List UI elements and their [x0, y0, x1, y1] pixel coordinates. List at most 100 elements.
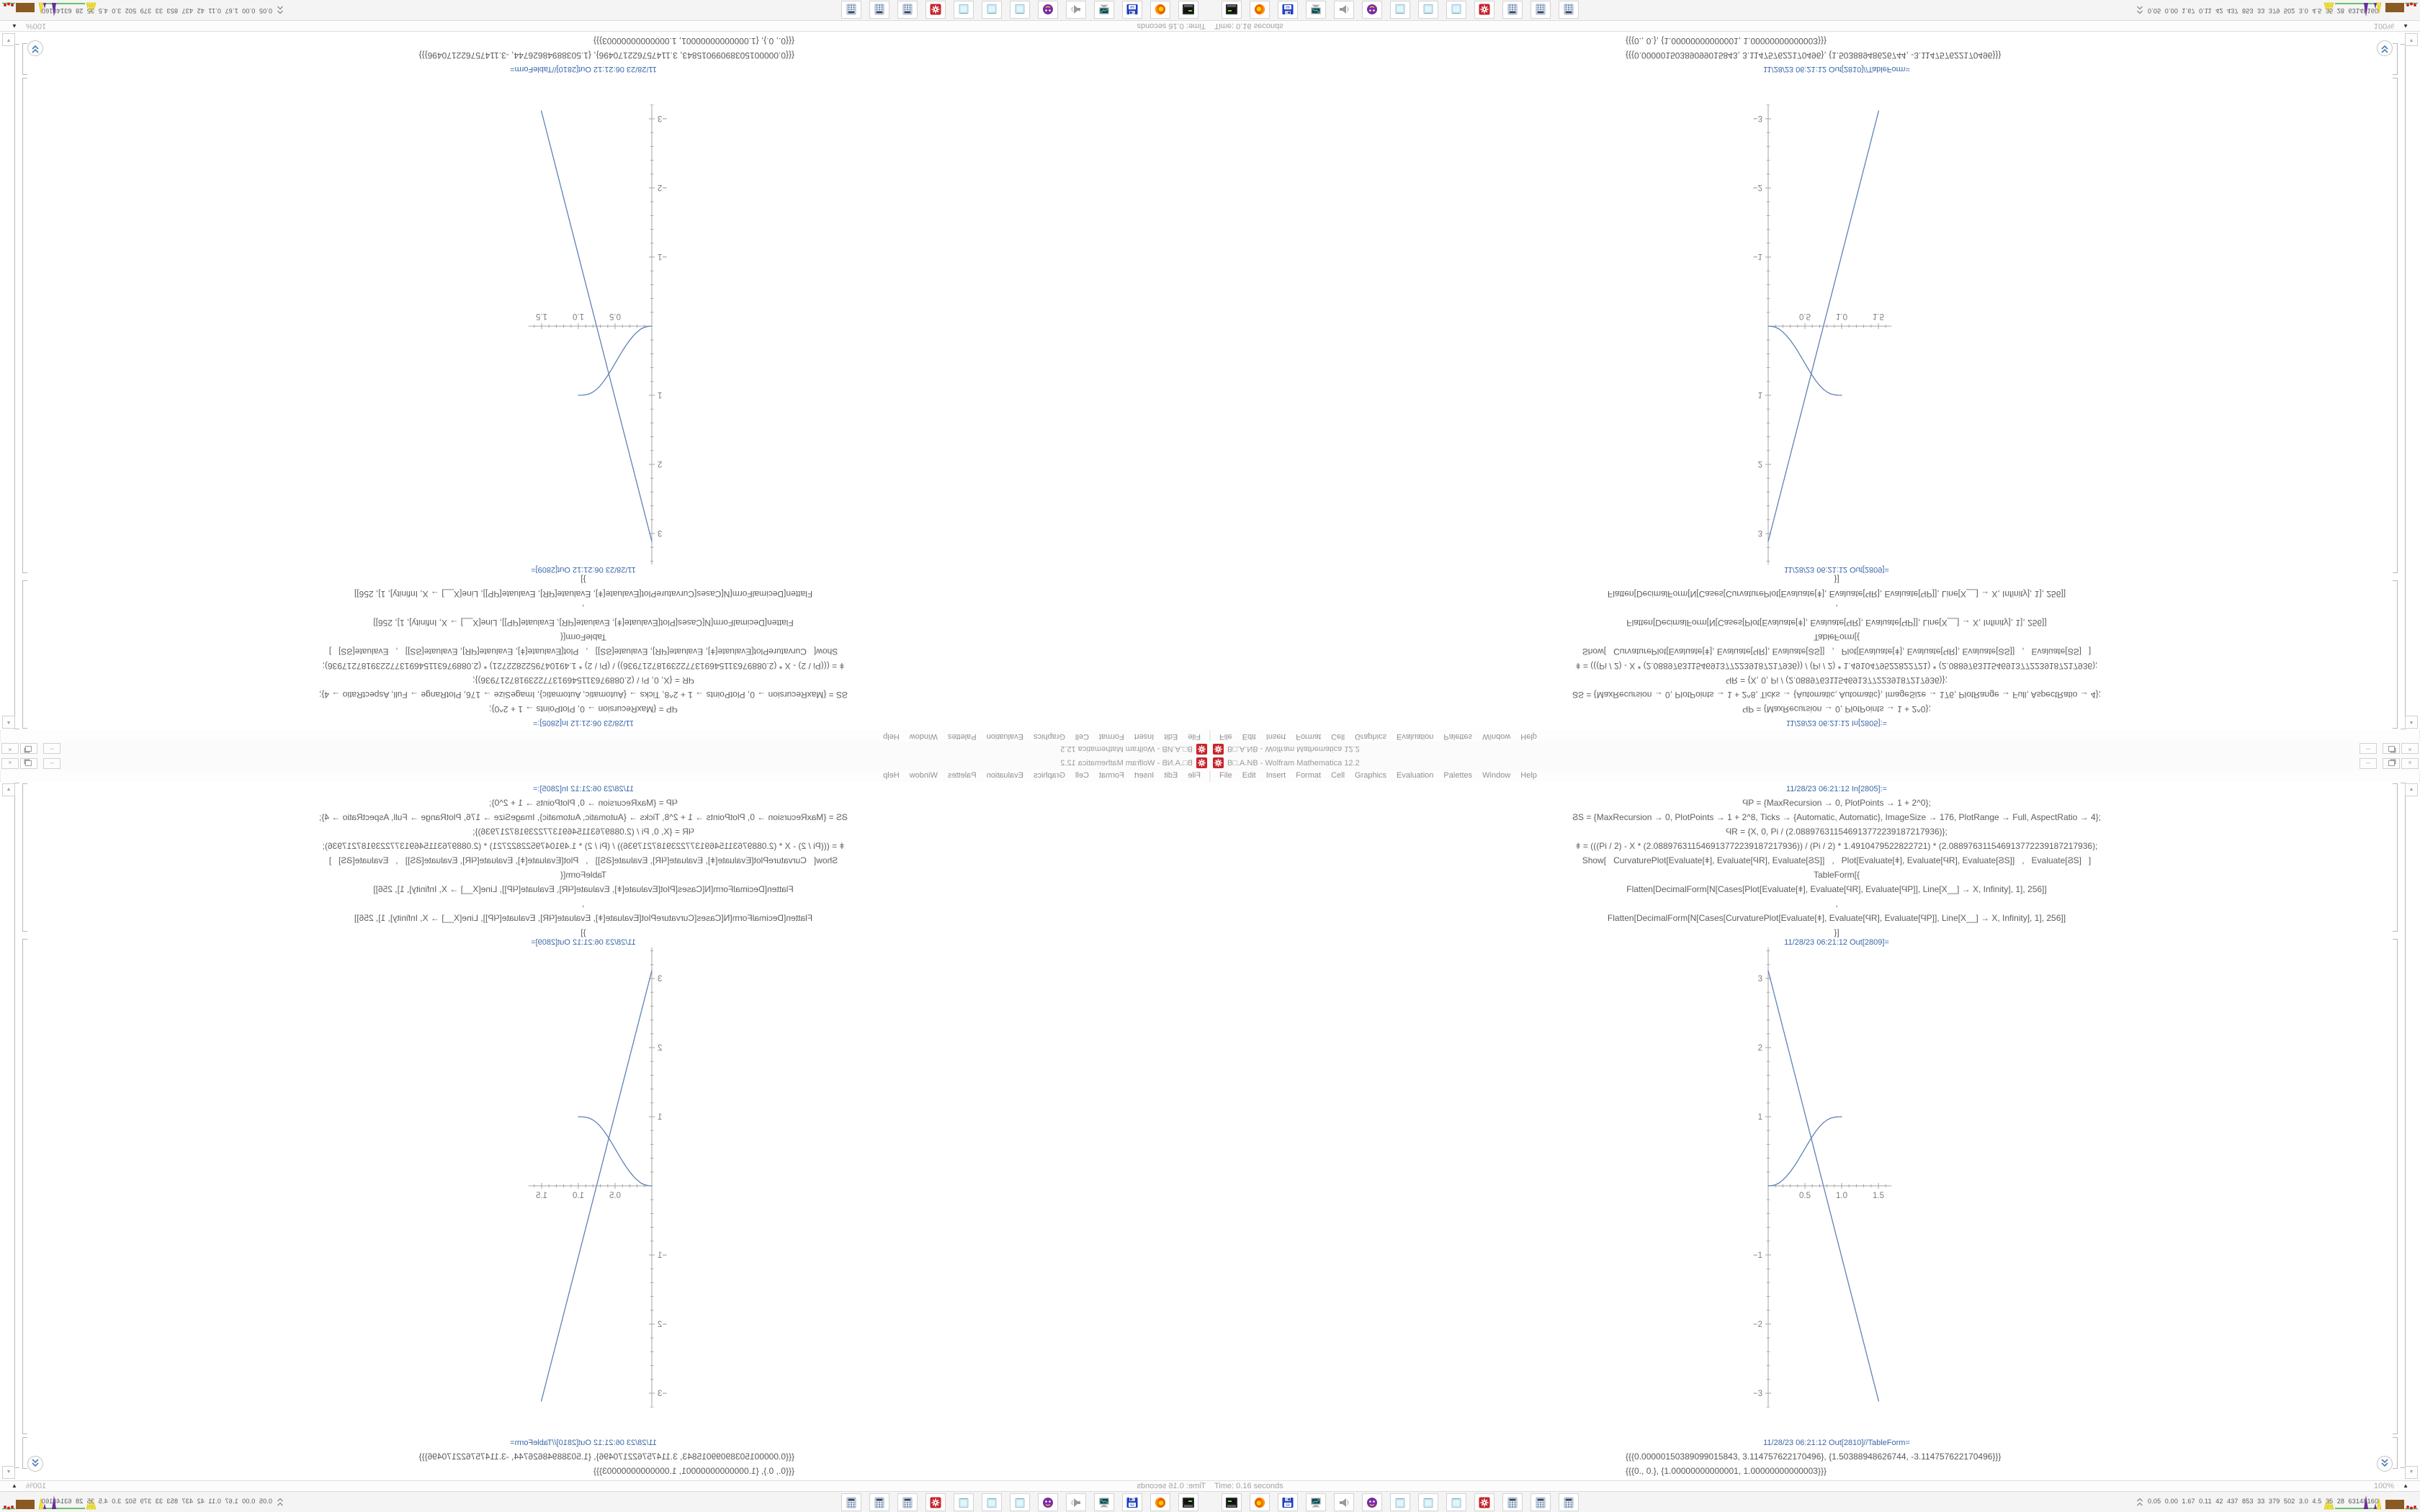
- code-line[interactable]: ϨS = {MaxRecursion → 0, PlotPoints → 1 +…: [1572, 690, 2101, 700]
- jump-to-end-icon[interactable]: [2377, 1456, 2393, 1472]
- code-line[interactable]: TableForm[{: [560, 870, 607, 880]
- restore-button[interactable]: [2383, 743, 2400, 754]
- notebook-area[interactable]: 11/28/23 06:21:12 In[2805]:= ϤP = {MaxRe…: [1210, 782, 2420, 1480]
- code-line[interactable]: ϤR = {X, 0, Pi / (2.08897631154691377223…: [472, 675, 694, 685]
- minimize-button[interactable]: –: [43, 743, 60, 754]
- input-cell-bracket[interactable]: [2393, 783, 2398, 932]
- magnification-value[interactable]: 100%: [2373, 1482, 2394, 1490]
- scroll-down-button[interactable]: ▼: [2405, 33, 2418, 46]
- scroll-up-button[interactable]: ▲: [2, 716, 15, 729]
- menu-evaluation[interactable]: Evaluation: [986, 771, 1023, 780]
- menu-insert[interactable]: Insert: [1265, 771, 1286, 780]
- scroll-down-button[interactable]: ▼: [2, 1466, 15, 1479]
- launcher-firefox[interactable]: [1150, 1, 1170, 19]
- menu-file[interactable]: File: [1219, 771, 1232, 780]
- code-line[interactable]: ǂ = (((Pi / 2) - X * (2.0889763115469137…: [1575, 841, 2098, 851]
- launcher-floppy-64[interactable]: 64: [1278, 1, 1298, 19]
- code-line[interactable]: Flatten[DecimalForm[N[Cases[Plot[Evaluat…: [1626, 618, 2047, 628]
- input-cell-bracket[interactable]: [2393, 580, 2398, 729]
- menu-insert[interactable]: Insert: [1134, 732, 1155, 741]
- launcher-calculator[interactable]: [1531, 1493, 1551, 1511]
- close-button[interactable]: ×: [2401, 758, 2419, 769]
- launcher-notepad[interactable]: [954, 1493, 974, 1511]
- menu-graphics[interactable]: Graphics: [1355, 732, 1387, 741]
- launcher-system-monitor[interactable]: [1094, 1, 1114, 19]
- menu-evaluation[interactable]: Evaluation: [986, 732, 1023, 741]
- launcher-notepad[interactable]: [1446, 1, 1466, 19]
- code-line[interactable]: ϤP = {MaxRecursion → 0, PlotPoints → 1 +…: [489, 798, 678, 808]
- code-line[interactable]: }]: [581, 575, 586, 585]
- menu-edit[interactable]: Edit: [1164, 771, 1178, 780]
- launcher-system-monitor[interactable]: [1306, 1, 1326, 19]
- code-line[interactable]: ǂ = (((Pi / 2) - X * (2.0889763115469137…: [322, 841, 845, 851]
- menu-window[interactable]: Window: [1482, 771, 1511, 780]
- scroll-down-button[interactable]: ▼: [2, 33, 15, 46]
- code-line[interactable]: ,: [582, 899, 585, 909]
- menu-edit[interactable]: Edit: [1242, 771, 1256, 780]
- launcher-terminal[interactable]: [1178, 1493, 1198, 1511]
- code-line[interactable]: ,: [582, 603, 585, 613]
- menu-cell[interactable]: Cell: [1075, 771, 1089, 780]
- launcher-notepad[interactable]: [954, 1, 974, 19]
- jump-to-end-icon[interactable]: [27, 40, 43, 56]
- code-line[interactable]: }]: [1834, 927, 1839, 937]
- launcher-wolfram[interactable]: [1474, 1493, 1494, 1511]
- launcher-wolfram[interactable]: [926, 1, 946, 19]
- restore-button[interactable]: [20, 743, 37, 754]
- menu-graphics[interactable]: Graphics: [1033, 771, 1065, 780]
- cell-group-bracket[interactable]: [2401, 44, 2406, 729]
- table-output-cell-bracket[interactable]: [2393, 1437, 2398, 1469]
- notebook-area[interactable]: 11/28/23 06:21:12 In[2805]:= ϤP = {MaxRe…: [0, 782, 1210, 1480]
- menu-window[interactable]: Window: [909, 732, 938, 741]
- menu-help[interactable]: Help: [883, 771, 900, 780]
- code-line[interactable]: ϤP = {MaxRecursion → 0, PlotPoints → 1 +…: [1742, 798, 1931, 808]
- launcher-calculator[interactable]: [1559, 1, 1579, 19]
- code-line[interactable]: ϤP = {MaxRecursion → 0, PlotPoints → 1 +…: [1742, 704, 1931, 714]
- menu-file[interactable]: File: [1188, 771, 1201, 780]
- code-line[interactable]: Flatten[DecimalForm[N[Cases[Plot[Evaluat…: [1626, 884, 2047, 894]
- notebook-area[interactable]: 11/28/23 06:21:12 In[2805]:= ϤP = {MaxRe…: [0, 32, 1210, 730]
- menu-file[interactable]: File: [1188, 732, 1201, 741]
- launcher-notepad[interactable]: [982, 1, 1002, 19]
- menu-format[interactable]: Format: [1296, 771, 1322, 780]
- launcher-purple-bot[interactable]: [1038, 1493, 1058, 1511]
- launcher-floppy-64[interactable]: 64: [1122, 1493, 1142, 1511]
- magnification-value[interactable]: 100%: [2373, 22, 2394, 30]
- code-line[interactable]: }]: [1834, 575, 1839, 585]
- menu-evaluation[interactable]: Evaluation: [1397, 732, 1434, 741]
- menu-insert[interactable]: Insert: [1265, 732, 1286, 741]
- magnification-value[interactable]: 100%: [26, 22, 47, 30]
- launcher-terminal[interactable]: [1178, 1, 1198, 19]
- launcher-notepad[interactable]: [1418, 1, 1438, 19]
- menu-edit[interactable]: Edit: [1164, 732, 1178, 741]
- code-line[interactable]: Flatten[DecimalForm[N[Cases[Plot[Evaluat…: [373, 618, 794, 628]
- code-line[interactable]: TableForm[{: [560, 632, 607, 642]
- tray-expand-chevron-icon[interactable]: [277, 4, 284, 16]
- jump-to-end-icon[interactable]: [2377, 40, 2393, 56]
- launcher-speaker[interactable]: [1066, 1, 1086, 19]
- launcher-notepad[interactable]: [1010, 1, 1030, 19]
- cell-group-bracket[interactable]: [14, 44, 19, 729]
- magnification-caret-icon[interactable]: ▲: [12, 23, 17, 30]
- jump-to-end-icon[interactable]: [27, 1456, 43, 1472]
- launcher-calculator[interactable]: [897, 1493, 918, 1511]
- tray-expand-chevron-icon[interactable]: [2136, 1496, 2143, 1508]
- launcher-terminal[interactable]: [1222, 1493, 1242, 1511]
- launcher-calculator[interactable]: [841, 1493, 861, 1511]
- code-line[interactable]: ,: [1835, 899, 1838, 909]
- launcher-firefox[interactable]: [1150, 1493, 1170, 1511]
- launcher-notepad[interactable]: [1390, 1, 1410, 19]
- table-output-cell-bracket[interactable]: [22, 43, 27, 75]
- menu-palettes[interactable]: Palettes: [947, 732, 977, 741]
- menu-evaluation[interactable]: Evaluation: [1397, 771, 1434, 780]
- scroll-down-button[interactable]: ▼: [2405, 1466, 2418, 1479]
- launcher-purple-bot[interactable]: [1362, 1, 1382, 19]
- code-line[interactable]: Flatten[DecimalForm[N[Cases[CurvaturePlo…: [354, 913, 813, 923]
- code-line[interactable]: Show[ CurvaturePlot[Evaluate[ǂ], Evaluat…: [1582, 855, 2092, 865]
- magnification-caret-icon[interactable]: ▲: [2403, 23, 2408, 30]
- code-line[interactable]: ϤR = {X, 0, Pi / (2.08897631154691377223…: [472, 827, 694, 837]
- close-button[interactable]: ×: [1, 743, 19, 754]
- launcher-firefox[interactable]: [1250, 1, 1270, 19]
- menu-cell[interactable]: Cell: [1331, 732, 1345, 741]
- launcher-notepad[interactable]: [1010, 1493, 1030, 1511]
